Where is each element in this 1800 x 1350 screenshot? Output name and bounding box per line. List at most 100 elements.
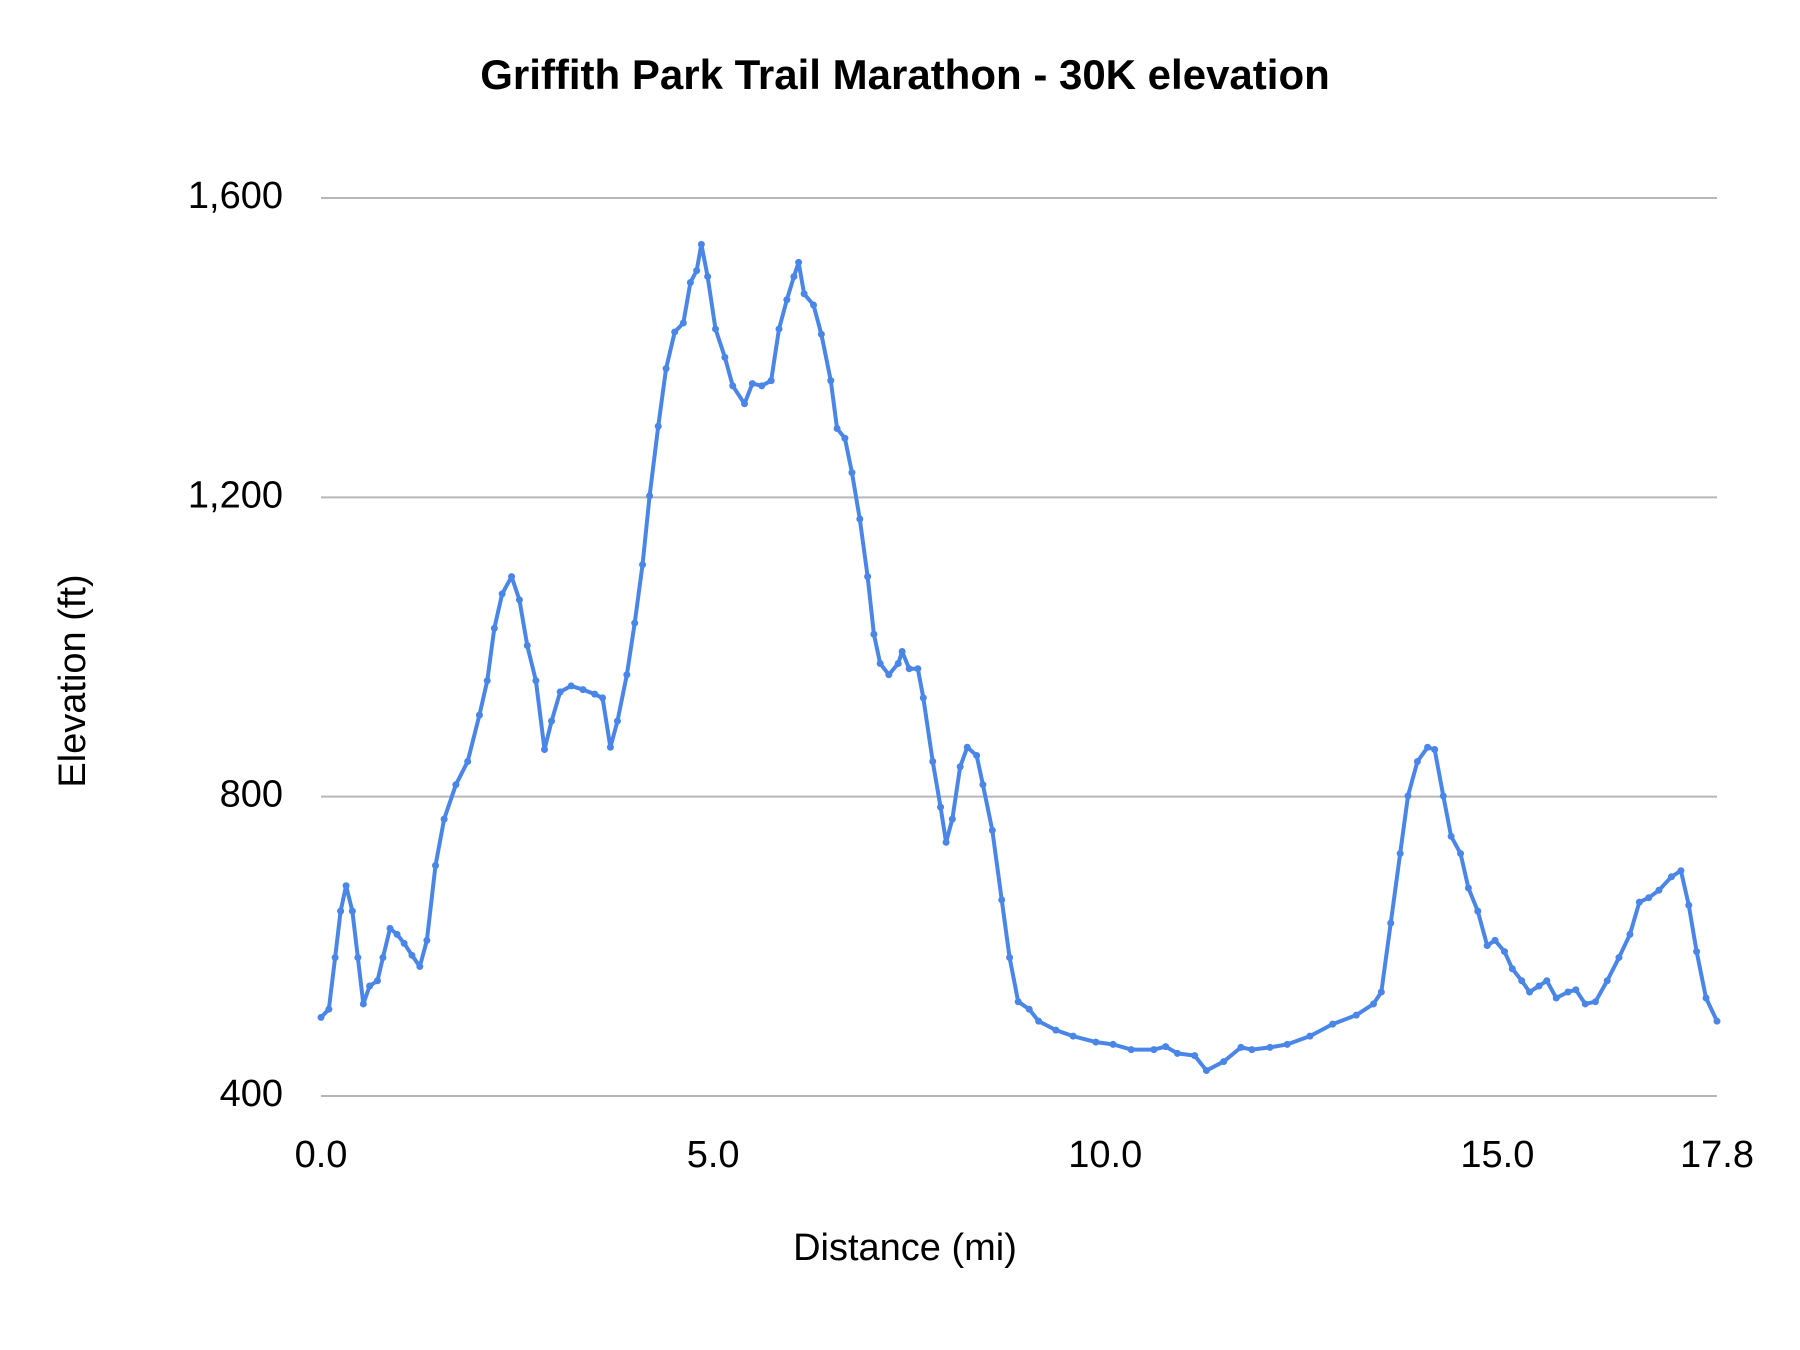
point (366, 982, 374, 990)
point (1474, 907, 1482, 915)
point (741, 400, 749, 408)
point (1543, 977, 1551, 985)
point (1526, 988, 1534, 996)
point (1439, 792, 1447, 800)
point (956, 763, 964, 771)
point (1404, 792, 1412, 800)
point (331, 954, 339, 962)
point (1069, 1032, 1077, 1040)
point (1424, 743, 1432, 751)
point (721, 353, 729, 361)
point (817, 330, 825, 338)
point (1150, 1046, 1158, 1054)
point (1552, 994, 1560, 1002)
point (864, 573, 872, 581)
point (1202, 1067, 1210, 1075)
point (898, 647, 906, 655)
point (515, 596, 523, 604)
point (1369, 1000, 1377, 1008)
point (758, 382, 766, 390)
point (606, 743, 614, 751)
x-tick-label: 15.0 (1460, 1134, 1534, 1176)
point (1645, 894, 1653, 902)
point (1377, 988, 1385, 996)
point (1431, 746, 1439, 754)
point (856, 515, 864, 523)
point (359, 1000, 367, 1008)
point (1127, 1046, 1135, 1054)
y-tick-label: 1,200 (188, 474, 283, 516)
point (1014, 998, 1022, 1006)
point (452, 781, 460, 789)
point (1052, 1026, 1060, 1034)
point (548, 717, 556, 725)
point (790, 273, 798, 281)
x-tick-label: 0.0 (295, 1134, 348, 1176)
point (423, 936, 431, 944)
point (490, 624, 498, 632)
y-tick-label: 1,600 (188, 175, 283, 217)
point (1702, 994, 1710, 1002)
point (693, 267, 701, 275)
point (905, 665, 913, 673)
point (348, 907, 356, 915)
point (711, 325, 719, 333)
point (541, 746, 549, 754)
point (631, 619, 639, 627)
point (1615, 954, 1623, 962)
point (464, 757, 472, 765)
point (623, 671, 631, 679)
point (1483, 942, 1491, 950)
point (408, 951, 416, 959)
point (1447, 832, 1455, 840)
point (671, 328, 679, 336)
point (942, 838, 950, 846)
point (1006, 954, 1014, 962)
point (1025, 1005, 1033, 1013)
point (498, 590, 506, 598)
point (800, 290, 808, 298)
point (475, 711, 483, 719)
y-tick-label: 800 (220, 774, 283, 816)
point (988, 826, 996, 834)
point (613, 717, 621, 725)
point (1491, 936, 1499, 944)
point (1635, 898, 1643, 906)
point (567, 682, 575, 690)
point (1685, 901, 1693, 909)
point (979, 781, 987, 789)
point (697, 240, 705, 248)
point (1035, 1017, 1043, 1025)
point (919, 694, 927, 702)
point (1092, 1038, 1100, 1046)
point (1191, 1052, 1199, 1060)
point (654, 422, 662, 430)
y-axis-label: Elevation (ft) (52, 574, 94, 787)
point (440, 815, 448, 823)
point (342, 882, 350, 890)
x-axis-label: Distance (mi) (793, 1227, 1017, 1269)
point (704, 273, 712, 281)
point (686, 279, 694, 287)
point (1518, 977, 1526, 985)
point (1457, 850, 1465, 858)
point (679, 319, 687, 327)
point (1162, 1043, 1170, 1051)
point (1713, 1017, 1721, 1025)
point (1581, 1000, 1589, 1008)
point (325, 1005, 333, 1013)
point (833, 424, 841, 432)
point (783, 296, 791, 304)
point (894, 659, 902, 667)
line (319, 242, 1719, 1073)
point (1677, 867, 1685, 875)
point (532, 677, 540, 685)
point (1237, 1043, 1245, 1051)
x-tick-label: 17.8 (1680, 1134, 1754, 1176)
point (662, 365, 670, 373)
point (317, 1013, 325, 1021)
point (1564, 988, 1572, 996)
point (1413, 757, 1421, 765)
point (591, 690, 599, 698)
point (841, 434, 849, 442)
